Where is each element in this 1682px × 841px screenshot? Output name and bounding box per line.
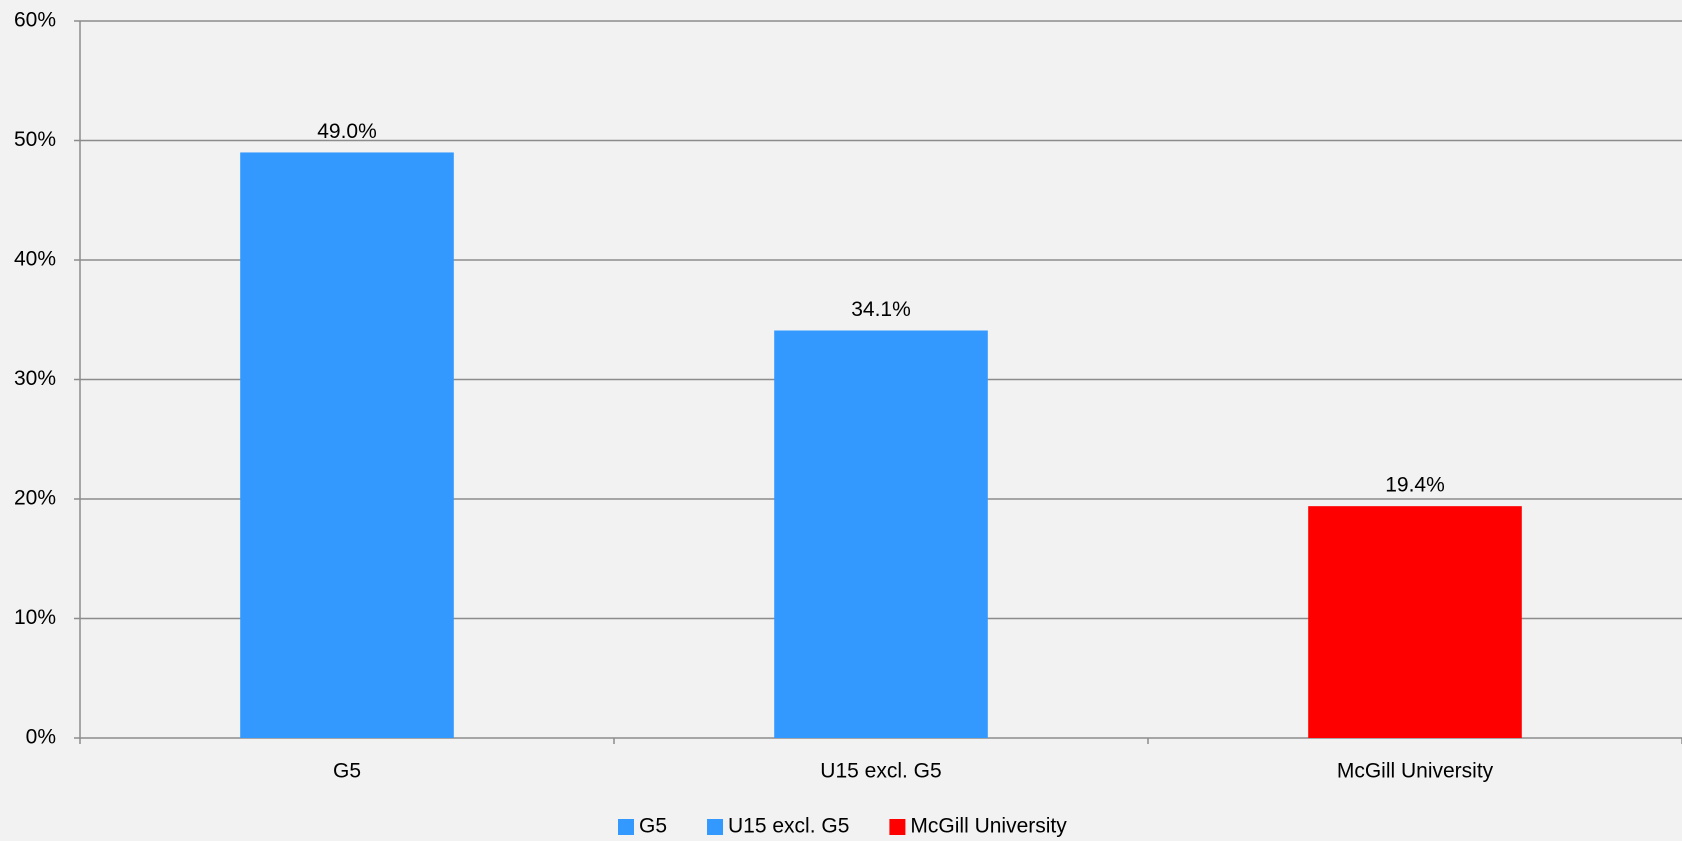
y-tick-label: 20% [14, 487, 56, 510]
bar [240, 152, 454, 738]
legend-swatch [618, 819, 634, 835]
legend-swatch [707, 819, 724, 835]
y-tick-label: 10% [14, 606, 56, 629]
x-tick-label: G5 [333, 760, 361, 783]
y-tick-label: 40% [14, 248, 56, 271]
bar [1308, 506, 1522, 738]
value-label: 34.1% [851, 298, 911, 321]
value-label: 49.0% [317, 120, 377, 143]
y-tick-label: 60% [14, 9, 56, 32]
y-tick-label: 50% [14, 128, 56, 151]
legend-label: McGill University [910, 815, 1067, 838]
y-tick-label: 0% [26, 726, 56, 749]
legend-swatch [889, 819, 906, 835]
y-tick-label: 30% [14, 367, 56, 390]
legend-label: G5 [639, 815, 667, 838]
value-label: 19.4% [1385, 474, 1445, 497]
x-tick-label: McGill University [1337, 760, 1494, 783]
legend-label: U15 excl. G5 [728, 815, 849, 838]
x-tick-label: U15 excl. G5 [820, 760, 941, 783]
bar [774, 330, 988, 738]
